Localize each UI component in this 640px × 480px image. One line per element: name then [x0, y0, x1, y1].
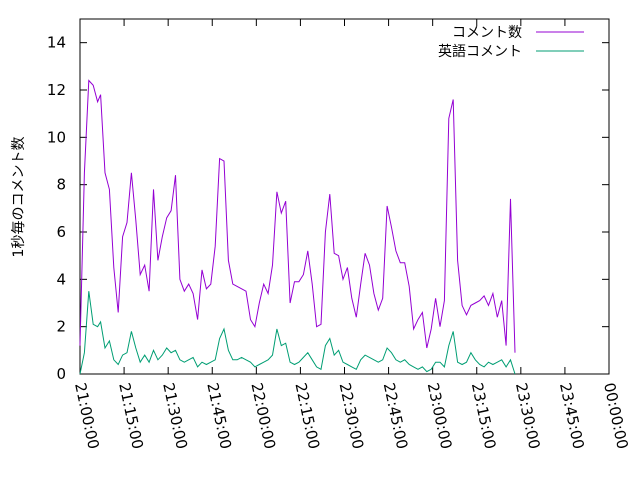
legend-label-0: コメント数: [452, 25, 522, 41]
x-tick-label: 22:45:00: [380, 381, 412, 451]
legend-label-1: 英語コメント: [438, 43, 522, 60]
y-tick-label: 6: [56, 223, 66, 241]
y-tick-label: 10: [47, 128, 66, 146]
y-axis-title: 1秒毎のコメント数: [11, 137, 27, 258]
x-tick-label: 23:15:00: [468, 381, 500, 451]
y-tick-label: 12: [47, 81, 66, 99]
plot-frame: [79, 18, 610, 375]
x-tick-label: 21:30:00: [159, 381, 191, 451]
x-tick-label: 22:00:00: [247, 381, 279, 451]
axis-ticks: 0 2 4 6 8 10 12 14 21:00:00 21:15:00 21:30:00 21:45…: [47, 19, 632, 451]
x-tick-label: 21:45:00: [203, 381, 235, 451]
y-tick-label: 4: [56, 270, 66, 288]
y-tick-label: 14: [47, 34, 66, 52]
y-tick-label: 8: [56, 176, 66, 194]
y-tick-label: 0: [56, 365, 66, 383]
x-tick-label: 23:00:00: [424, 381, 456, 451]
x-tick-label: 23:30:00: [512, 381, 544, 451]
x-tick-label: 22:15:00: [292, 381, 324, 451]
x-tick-label: 21:15:00: [115, 381, 147, 451]
y-tick-label: 2: [56, 318, 66, 336]
x-tick-label: 21:00:00: [71, 381, 103, 451]
x-tick-label: 00:00:00: [600, 381, 632, 451]
x-tick-label: 23:45:00: [556, 381, 588, 451]
series-line-1: [79, 291, 516, 375]
series-lines: [79, 79, 516, 375]
series-line-0: [79, 79, 516, 353]
x-tick-label: 22:30:00: [336, 381, 368, 451]
